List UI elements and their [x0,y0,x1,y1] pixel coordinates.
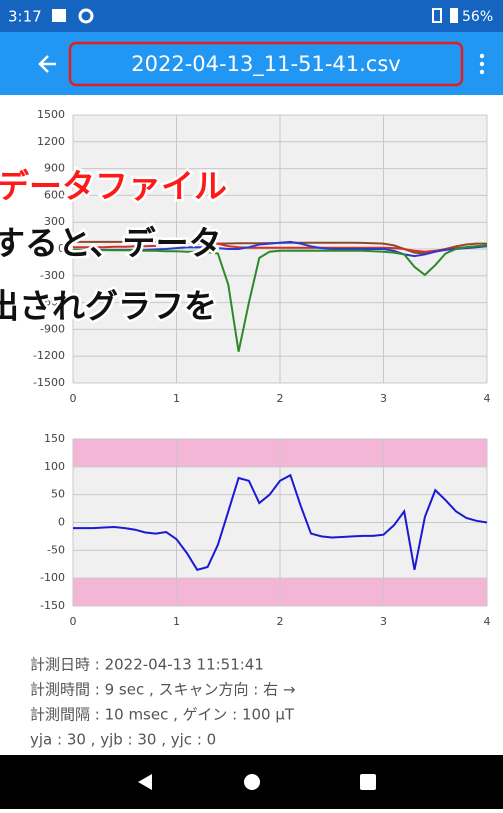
status-bar [0,0,503,32]
y-tick-label: -300 [40,269,65,282]
info-line: 計測間隔 : 10 msec , ゲイン : 100 μT [30,706,295,724]
x-tick-label: 4 [484,615,491,628]
battery: 56% [462,9,493,25]
info-line: yja : 30 , yjb : 30 , yjc : 0 [30,731,216,749]
x-tick-label: 1 [173,615,180,628]
x-tick-label: 0 [70,392,77,405]
y-tick-label: 100 [44,460,65,473]
info-line: 計測日時 : 2022-04-13 11:51:41 [30,656,264,674]
y-tick-label: -1500 [33,376,65,389]
x-tick-label: 3 [380,392,387,405]
x-tick-label: 4 [484,392,491,405]
menu-button[interactable] [480,54,484,74]
y-tick-label: 1500 [37,108,65,121]
y-tick-label: 0 [58,516,65,529]
gallery-icon [52,9,66,22]
y-tick-label: 1200 [37,135,65,148]
y-tick-label: -1200 [33,349,65,362]
nav-home[interactable] [244,774,260,790]
x-tick-label: 2 [277,392,284,405]
y-tick-label: 150 [44,432,65,445]
x-tick-label: 2 [277,615,284,628]
nav-recents[interactable] [360,774,376,790]
toolbar-title: 2022-04-13_11-51-41.csv [131,52,400,77]
overlay-text: 出されグラフを [0,287,217,326]
x-tick-label: 1 [173,392,180,405]
info-line: 計測時間 : 9 sec , スキャン方向 : 右 → [30,681,295,699]
battery-icon [450,8,458,23]
x-tick-label: 0 [70,615,77,628]
screen: 3:17 56% 2022-04-13_11-51-41.csv 1500120… [0,0,503,809]
y-tick-label: -100 [40,571,65,584]
x-tick-label: 3 [380,615,387,628]
y-tick-label: 50 [51,488,65,501]
y-tick-label: -150 [40,599,65,612]
overlay-text: データファイル [0,167,227,206]
time: 3:17 [8,8,42,26]
overlay-text: すると、データ [0,224,222,263]
y-tick-label: -50 [47,543,65,556]
page: 3:17 56% 2022-04-13_11-51-41.csv 1500120… [0,0,503,809]
